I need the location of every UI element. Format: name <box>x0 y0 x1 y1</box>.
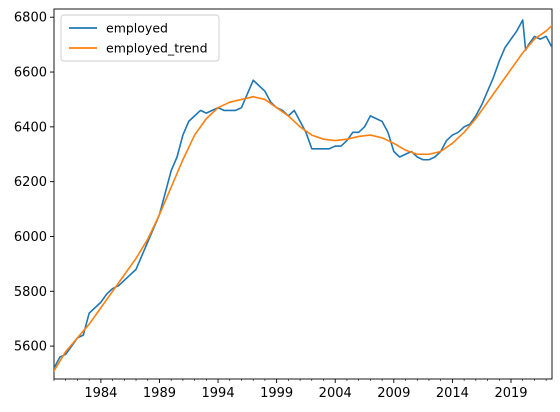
y-tick-label: 6200 <box>14 175 47 190</box>
legend-label-employed: employed <box>106 21 168 36</box>
x-axis: 1984 1989 1994 1999 2004 2009 2014 2019 <box>54 379 546 401</box>
x-tick-label: 2014 <box>436 386 469 401</box>
x-tick-label: 1999 <box>260 386 293 401</box>
legend-label-employed_trend: employed_trend <box>106 41 208 56</box>
y-tick-label: 6600 <box>14 66 47 81</box>
x-tick-label: 2009 <box>377 386 410 401</box>
y-tick-label: 5800 <box>14 285 47 300</box>
y-axis: 5600 5800 6000 6200 6400 6600 6800 <box>14 11 54 355</box>
y-tick-label: 6000 <box>14 230 47 245</box>
x-tick-label: 1994 <box>202 386 235 401</box>
plot-border <box>54 9 552 379</box>
x-tick-label: 2019 <box>494 386 527 401</box>
y-tick-label: 6800 <box>14 11 47 26</box>
x-tick-label: 1984 <box>84 386 117 401</box>
y-tick-label: 5600 <box>14 340 47 355</box>
series-line-employed <box>54 20 552 368</box>
x-tick-label: 1989 <box>143 386 176 401</box>
series-line-employed_trend <box>54 25 552 370</box>
legend: employed employed_trend <box>61 15 219 61</box>
y-tick-label: 6400 <box>14 120 47 135</box>
series-layer <box>54 20 552 371</box>
x-tick-label: 2004 <box>319 386 352 401</box>
plot-frame <box>54 9 552 379</box>
